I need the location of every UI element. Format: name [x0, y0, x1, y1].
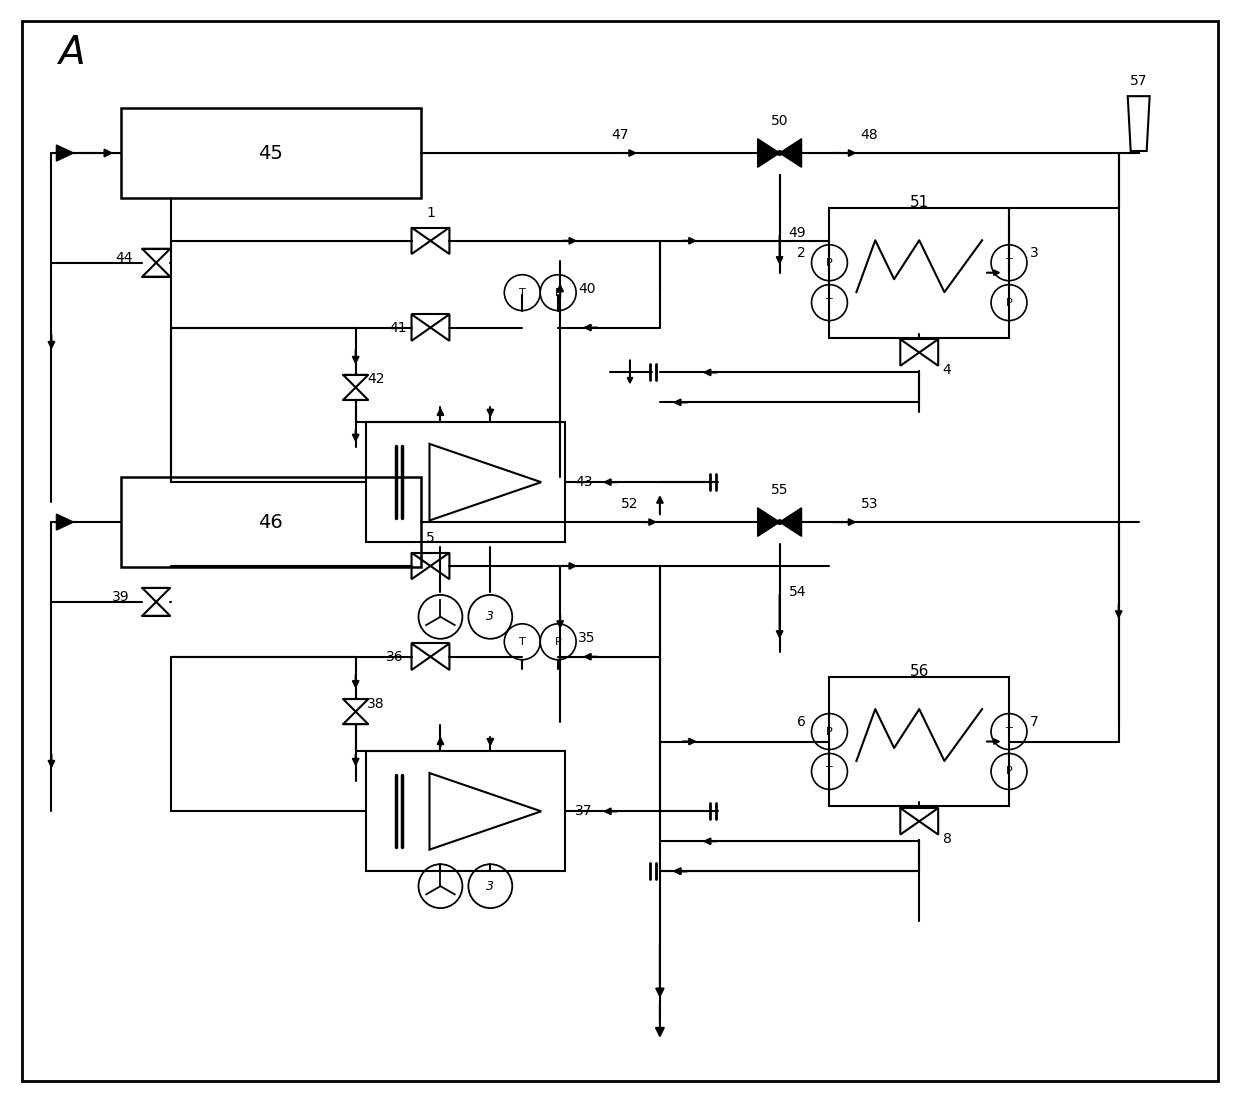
Bar: [122, 477, 420, 566]
Text: 42: 42: [367, 372, 384, 387]
Text: 35: 35: [578, 630, 595, 645]
Bar: [122, 108, 420, 198]
Text: 39: 39: [112, 590, 129, 604]
Text: 8: 8: [942, 832, 951, 846]
Bar: [830, 677, 1009, 807]
Text: 7: 7: [1029, 714, 1038, 728]
Polygon shape: [57, 145, 73, 161]
Bar: [366, 422, 565, 542]
Text: T: T: [826, 298, 833, 307]
Polygon shape: [780, 508, 801, 537]
Text: 40: 40: [578, 282, 595, 295]
Bar: [830, 208, 1009, 337]
Polygon shape: [758, 139, 780, 168]
Polygon shape: [758, 508, 780, 537]
Text: 36: 36: [386, 650, 403, 663]
Text: 55: 55: [771, 483, 789, 497]
Text: 53: 53: [861, 497, 878, 511]
Text: 54: 54: [789, 585, 806, 598]
Text: 5: 5: [427, 531, 435, 545]
Polygon shape: [57, 515, 73, 530]
Text: P: P: [554, 288, 562, 298]
Text: 47: 47: [611, 128, 629, 142]
Text: 44: 44: [115, 251, 133, 264]
Text: T: T: [518, 288, 526, 298]
Text: P: P: [826, 726, 833, 736]
Bar: [366, 752, 565, 872]
Text: 1: 1: [427, 206, 435, 220]
Text: 48: 48: [861, 128, 878, 142]
Text: 49: 49: [789, 226, 806, 240]
Text: 51: 51: [910, 195, 929, 210]
Text: 4: 4: [942, 364, 951, 378]
Text: P: P: [554, 637, 562, 647]
Text: A: A: [58, 34, 84, 73]
Text: 41: 41: [389, 321, 408, 335]
Text: P: P: [826, 258, 833, 268]
Text: T: T: [826, 767, 833, 777]
Text: 50: 50: [771, 115, 789, 128]
Polygon shape: [780, 139, 801, 168]
Text: P: P: [1006, 767, 1012, 777]
Text: 3: 3: [1029, 246, 1038, 260]
Text: 43: 43: [575, 475, 593, 489]
Text: 3: 3: [486, 879, 495, 893]
Text: P: P: [1006, 298, 1012, 307]
Text: T: T: [1006, 726, 1012, 736]
Circle shape: [776, 519, 782, 525]
Text: T: T: [518, 637, 526, 647]
Text: 56: 56: [910, 665, 929, 679]
Circle shape: [776, 150, 782, 156]
Text: 37: 37: [575, 804, 593, 819]
Text: 6: 6: [797, 714, 806, 728]
Text: 38: 38: [367, 696, 384, 711]
Text: T: T: [1006, 258, 1012, 268]
Text: 45: 45: [258, 143, 283, 162]
Text: 3: 3: [486, 611, 495, 624]
Text: 57: 57: [1130, 74, 1147, 88]
Text: 2: 2: [797, 246, 806, 260]
Text: 52: 52: [621, 497, 639, 511]
Text: 46: 46: [258, 512, 283, 531]
